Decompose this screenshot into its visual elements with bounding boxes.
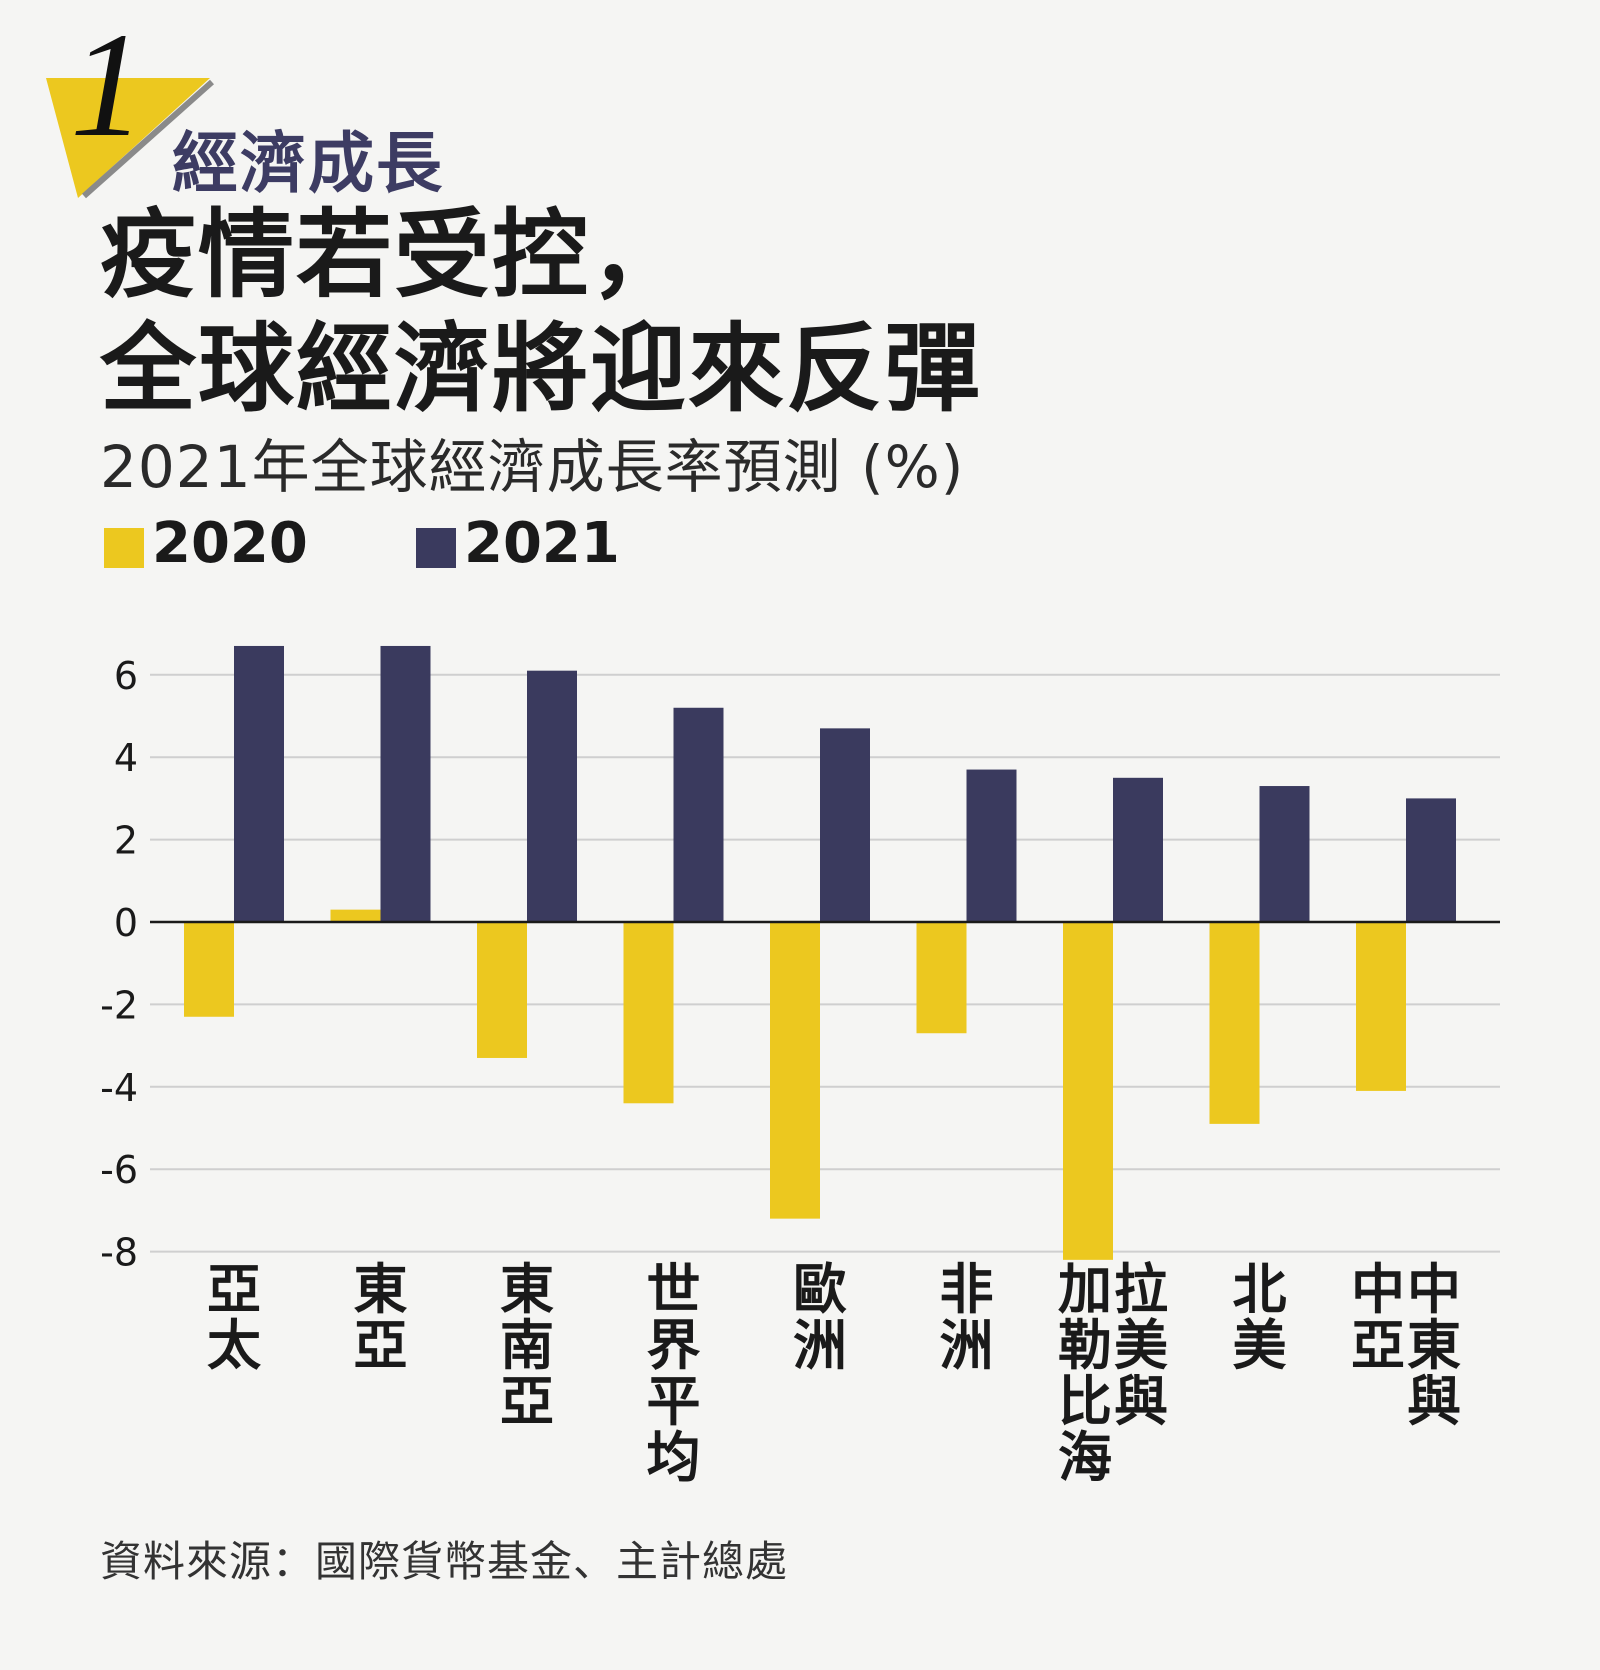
headline-line-1: 疫情若受控， [100,199,688,311]
source-note: 資料來源：國際貨幣基金、主計總處 [100,1537,789,1586]
x-category-label-5-col-0: 非洲 [940,1258,994,1377]
y-tick-label-7: -8 [100,1231,138,1275]
chart-subtitle: 2021年全球經濟成長率預測 (%) [100,433,965,501]
bar-2020-0 [184,922,234,1017]
bar-2020-8 [1356,922,1406,1091]
headline-line-2: 全球經濟將迎來反彈 [100,313,982,425]
bar-2021-0 [234,645,284,922]
x-category-label-7-col-0: 北美 [1233,1258,1287,1377]
x-category-label-8-col-1: 中亞 [1351,1258,1405,1377]
bar-2020-3 [623,922,674,1104]
bar-2020-7 [1209,922,1260,1124]
bar-2020-4 [770,922,820,1219]
y-tick-label-4: -2 [100,983,138,1027]
x-category-label-6-col-1: 加勒比海 [1058,1258,1112,1489]
badge-yellow-triangle [46,78,210,198]
legend-label-2021: 2021 [464,511,620,576]
section-label: 經濟成長 [172,125,444,202]
headline: 疫情若受控， 全球經濟將迎來反彈 [100,198,982,426]
legend-swatch-2020 [104,528,144,568]
y-tick-label-1: 4 [114,736,138,780]
bar-2021-1 [380,645,431,922]
bar-2021-8 [1406,798,1456,922]
x-category-label-3-col-0: 世界平均 [647,1258,701,1489]
bar-2020-1 [330,909,381,922]
bar-2021-7 [1259,786,1310,922]
x-category-label-0-col-0: 亞太 [207,1258,261,1377]
y-tick-label-6: -6 [100,1148,138,1192]
bar-2020-2 [477,922,527,1058]
bar-2021-3 [673,707,724,922]
bar-2021-5 [966,769,1017,922]
y-tick-label-2: 2 [114,819,138,863]
bar-2020-5 [916,922,967,1034]
y-tick-label-0: 6 [114,654,138,698]
section-number: 1 [70,2,145,168]
y-tick-label-5: -4 [100,1066,138,1110]
x-category-label-8-col-0: 中東與 [1407,1258,1461,1433]
x-category-label-2-col-0: 東南亞 [500,1258,554,1433]
x-category-label-1-col-0: 東亞 [354,1258,408,1377]
x-category-label-6-col-0: 拉美與 [1114,1258,1168,1433]
bar-2021-6 [1113,777,1163,922]
legend-label-2020: 2020 [152,511,308,576]
y-tick-label-3: 0 [114,901,138,945]
badge-grey-stroke [82,79,214,199]
x-category-label-4-col-0: 歐洲 [793,1258,847,1377]
section-badge [46,78,214,199]
bar-2020-6 [1063,922,1113,1260]
bar-2021-2 [527,670,577,922]
legend-swatch-2021 [416,528,456,568]
bar-2021-4 [820,728,870,922]
